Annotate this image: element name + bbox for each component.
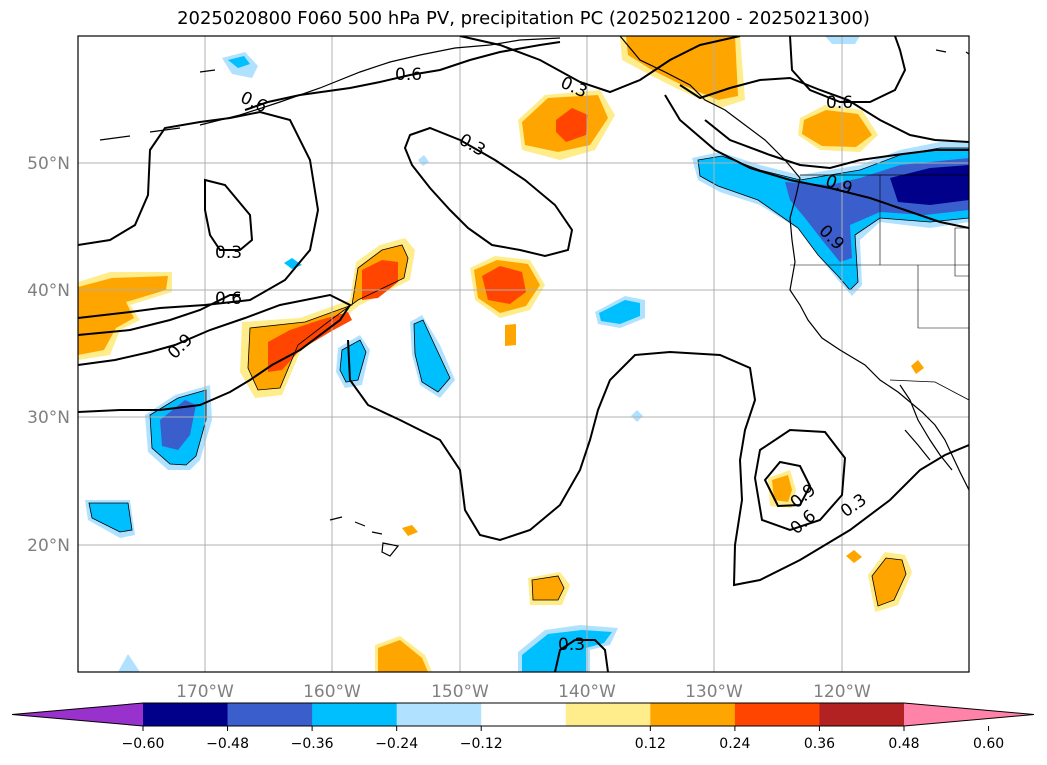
neg-precip-area-30n-west-inner [160, 400, 196, 450]
precip-area-south-west-core [378, 640, 428, 672]
lon-label: 120°W [813, 682, 871, 702]
colorbar-segment [396, 703, 482, 726]
map-frame [77, 35, 970, 673]
colorbar-tick-label: 0.36 [804, 736, 835, 752]
precip-area-gulf-alaska-core [626, 36, 738, 100]
pv-contour-0.6-pnw [704, 119, 969, 170]
pv-contour-0.9-low [763, 460, 812, 508]
map-gridlines [78, 36, 969, 672]
lat-label: 20°N [27, 536, 70, 556]
colorbar-segment [227, 703, 313, 726]
neg-precip-area-33n-155w-core [340, 340, 366, 382]
pv-contour-0.6-northeast [789, 36, 907, 103]
pv-contour-0.9-northeast [664, 94, 969, 229]
colorbar-tick-label: −0.24 [375, 736, 418, 752]
pv-contour-0.9-west [78, 293, 352, 413]
precip-area-mexico-coast-core [872, 558, 906, 606]
neg-precip-area-tiny-3 [631, 410, 643, 422]
coastline-north-america [619, 36, 969, 491]
pv-contour-0.6-gulf [679, 76, 969, 143]
colorbar-tick-label: −0.12 [460, 736, 503, 752]
precip-area-south-center-core [532, 576, 564, 600]
colorbar-tick-label: 0.24 [719, 736, 750, 752]
coastline-aleutians [99, 69, 216, 141]
coastline-hawaii [329, 516, 400, 557]
neg-precip-area-bottom-edge [118, 654, 140, 672]
lon-label: 140°W [558, 682, 616, 702]
precip-area-bc-coast-core [802, 110, 872, 147]
coastline-island-north-small [935, 49, 969, 55]
pv-contour-0.3-south [554, 639, 609, 672]
precip-area-40n-145w-peak [482, 266, 526, 304]
pv-contour-0.3-west-closed [204, 178, 254, 251]
colorbar-segment [734, 703, 820, 726]
contour-label: 0.3 [558, 635, 585, 655]
neg-precip-area-22n-west-core [89, 503, 132, 532]
precip-area-northern-center-peak [556, 108, 588, 142]
colorbar-tick-label: 0.12 [635, 736, 666, 752]
contour-label: 0.6 [826, 93, 853, 113]
colorbar-tick-label: −0.36 [291, 736, 334, 752]
coastline-baja [899, 384, 953, 471]
neg-precip-area-34n-150w-core [414, 320, 450, 392]
map-title: 2025020800 F060 500 hPa PV, precipitatio… [177, 8, 870, 29]
contour-label: 0.6 [787, 506, 821, 539]
lon-label: 150°W [431, 682, 489, 702]
pv-contour-0.3-west-outer [78, 110, 320, 319]
colorbar: −0.60 −0.48 −0.36 −0.24 −0.12 0.12 0.24 0.36 0.4… [11, 702, 1035, 752]
colorbar-segment [650, 703, 736, 726]
contour-label: 0.3 [215, 243, 242, 263]
lon-label: 130°W [685, 682, 743, 702]
neg-precip-area-north-small-1-core [228, 56, 250, 68]
lon-label: 160°W [303, 682, 361, 702]
contour-label: 0.6 [215, 289, 242, 309]
colorbar-extend-low [12, 703, 143, 726]
colorbar-tick-label: −0.48 [206, 736, 249, 752]
colorbar-segment [312, 703, 398, 726]
colorbar-segment [143, 703, 229, 726]
lon-label: 170°W [176, 682, 234, 702]
pv-contour-0.6-low [753, 428, 847, 532]
border-us-states [790, 175, 969, 329]
coastline-alaska-south [199, 37, 561, 126]
border-us-mexico [889, 379, 969, 401]
coastline-mexico-west [904, 429, 931, 461]
colorbar-segment [819, 703, 905, 726]
precip-area-tiny-3 [846, 550, 862, 563]
colorbar-extend-high [904, 703, 1034, 726]
precip-area-subtropical-low-core [772, 475, 792, 502]
neg-precip-area-38n-137w-core [599, 300, 640, 324]
precip-area-small-dot [505, 324, 516, 346]
pv-contour-0.3-north [459, 36, 741, 94]
lat-label: 40°N [27, 281, 70, 301]
colorbar-tick-label: −0.60 [122, 736, 165, 752]
pv-contour-0.6-west [78, 294, 240, 336]
pv-contour-0.3-subtropical [347, 339, 969, 587]
neg-precip-area-tiny-2 [418, 155, 429, 166]
pv-contour-0.3-center-closed [403, 126, 574, 258]
colorbar-tick-label: 0.60 [973, 736, 1004, 752]
latitude-labels: 50°N 40°N 30°N 20°N [27, 154, 70, 556]
positive-precip-areas [78, 36, 924, 672]
colorbar-segment [481, 703, 567, 726]
colorbar-segment [565, 703, 651, 726]
lat-label: 30°N [27, 408, 70, 428]
precip-area-tiny-2 [911, 360, 924, 374]
colorbar-tick-label: 0.48 [888, 736, 919, 752]
precip-area-tiny-1 [402, 525, 418, 536]
precip-area-west-edge-core [78, 276, 168, 355]
longitude-labels: 170°W 160°W 150°W 140°W 130°W 120°W [176, 682, 871, 702]
pv-contours [78, 36, 969, 672]
contour-label: 0.6 [395, 65, 422, 85]
negative-precip-areas [85, 36, 969, 672]
map-plot-area: 0.3 0.6 0.9 0.3 0.6 0.9 0.3 0.6 0.9 0.6 … [78, 36, 969, 672]
contour-label: 0.9 [164, 330, 197, 363]
lat-label: 50°N [27, 154, 70, 174]
